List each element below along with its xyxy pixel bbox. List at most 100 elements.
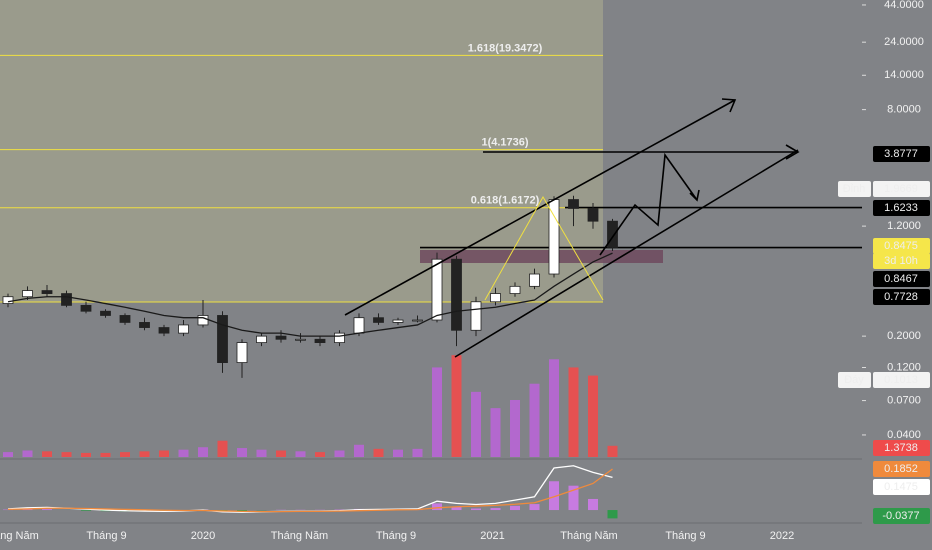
- price-badge: [873, 271, 930, 287]
- histogram-bar: [490, 508, 501, 511]
- histogram-bar: [568, 485, 579, 511]
- y-tick-label: 0.1200: [887, 361, 921, 373]
- price-badge: [873, 238, 930, 254]
- price-badge-label: 0.1852: [884, 463, 918, 475]
- fib-label: 0.618(1.6172): [471, 195, 540, 207]
- x-tick-label: 2020: [191, 530, 215, 542]
- candle-body: [470, 301, 482, 331]
- channel-bottom: [454, 149, 799, 358]
- candle-body: [314, 338, 326, 343]
- volume-bar: [198, 447, 208, 457]
- volume-bar: [42, 451, 52, 457]
- y-tick-label: 0.0400: [887, 429, 921, 441]
- price-badge: [873, 146, 930, 162]
- fib-label: 1.618(19.3472): [468, 42, 543, 54]
- histogram-bar: [42, 509, 52, 511]
- price-badge-label: 1.9669: [884, 183, 918, 195]
- price-badge-label: 1.6233: [884, 202, 918, 214]
- x-tick-label: Tháng Năm: [0, 530, 39, 542]
- x-tick-label: Tháng Năm: [271, 530, 328, 542]
- volume-bar: [81, 452, 91, 457]
- candle-body: [2, 296, 14, 304]
- price-badge-label: 0.8475: [884, 240, 918, 252]
- volume-bar: [451, 355, 462, 457]
- channel-top: [344, 99, 736, 316]
- y-tick-label: 8.0000: [887, 104, 921, 116]
- candle-body: [587, 208, 599, 222]
- candle-body: [158, 327, 170, 334]
- volume-bar: [100, 452, 111, 457]
- volume-bar: [276, 450, 286, 457]
- projection: [599, 152, 698, 256]
- candle-body: [607, 220, 618, 248]
- price-badge-label: 1.3738: [884, 442, 918, 454]
- badge-tag: [838, 181, 871, 197]
- candle-body: [568, 199, 579, 209]
- volume-bar: [237, 448, 247, 457]
- candle-body: [451, 258, 462, 331]
- price-badge-label: 0.1475: [884, 481, 918, 493]
- volume-bar: [393, 449, 403, 457]
- candle-body: [490, 293, 501, 303]
- price-badge-label: 0.8467: [884, 273, 918, 285]
- y-tick-label: 14.0000: [884, 69, 924, 81]
- candle-body: [197, 315, 209, 326]
- candle-body: [256, 335, 267, 343]
- fib-label: 1(4.1736): [481, 136, 528, 148]
- histogram-bar: [432, 503, 442, 511]
- marks: 1.618(19.3472) 1(4.1736) 0.618(1.6172): [0, 42, 862, 519]
- volume-bar: [178, 449, 189, 457]
- arrow-head: [785, 144, 800, 160]
- y-tick-label: 0.2000: [887, 330, 921, 342]
- price-badge: [873, 508, 930, 524]
- volume-bar: [529, 383, 540, 457]
- candle-body: [412, 319, 423, 322]
- candle-body: [373, 317, 384, 323]
- badge-tag-label: Đáy: [844, 374, 864, 386]
- volume-bar: [471, 391, 481, 457]
- arrow-head: [721, 98, 737, 113]
- price-badge-label: 0.7728: [884, 291, 918, 303]
- x-tick-label: Tháng 9: [376, 530, 416, 542]
- price-badge-label: 3d 10h: [884, 255, 918, 267]
- candle-body: [119, 315, 131, 323]
- price-badge-label: -0.0377: [882, 510, 919, 522]
- volume-bar: [373, 448, 384, 457]
- candle-body: [295, 338, 306, 341]
- volume-bar: [412, 448, 423, 457]
- candle-body: [80, 304, 92, 312]
- fib-triangle: [484, 195, 604, 301]
- price-badge: [873, 253, 930, 269]
- price-badge-label: 3.8777: [884, 148, 918, 160]
- volume-bar: [217, 440, 228, 457]
- badge-tag: [838, 372, 871, 388]
- price-badge: [873, 440, 930, 456]
- candle-body: [529, 273, 540, 287]
- volume-bar: [549, 359, 559, 457]
- candle-body: [509, 285, 521, 294]
- candle-body: [392, 319, 404, 323]
- candle-body: [178, 324, 189, 334]
- histogram-bar: [607, 510, 618, 519]
- arrow-head: [689, 189, 700, 202]
- price-badge: [873, 461, 930, 477]
- candle-body: [353, 317, 365, 334]
- price-badge: [873, 181, 930, 197]
- volume-bar: [22, 450, 33, 457]
- price-badge: [873, 372, 930, 388]
- price-badge: [873, 289, 930, 305]
- candle-body: [275, 335, 287, 340]
- y-tick-label: 0.0700: [887, 394, 921, 406]
- candle-body: [100, 310, 111, 316]
- x-tick-label: Tháng Năm: [560, 530, 617, 542]
- volume-bar: [432, 367, 442, 457]
- y-tick-label: 1.2000: [887, 220, 921, 232]
- histogram-bar: [81, 510, 91, 511]
- ma-line: [7, 252, 613, 337]
- x-tick-label: Tháng 9: [665, 530, 705, 542]
- histogram-bar: [588, 498, 598, 511]
- candle-body: [139, 322, 150, 328]
- volume-bar: [295, 451, 306, 457]
- histogram-bar: [237, 510, 247, 511]
